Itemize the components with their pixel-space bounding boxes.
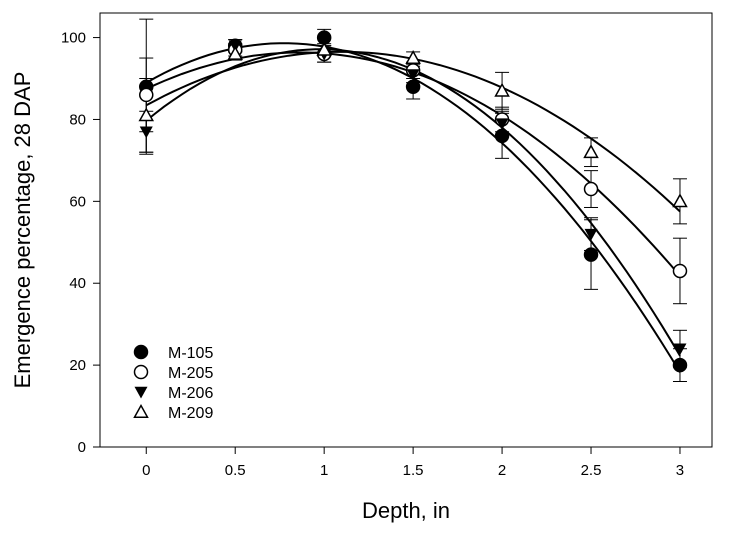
x-tick-label: 2 xyxy=(498,462,506,479)
legend-label: M-105 xyxy=(168,345,213,362)
y-axis-label: Emergence percentage, 28 DAP xyxy=(10,72,35,389)
open-triangle-up-marker xyxy=(583,144,599,159)
open-circle-marker xyxy=(133,364,149,380)
y-tick-label: 60 xyxy=(69,193,86,210)
filled-triangle-down-marker xyxy=(134,386,148,399)
filled-triangle-down-marker xyxy=(406,69,420,81)
open-triangle-up-marker xyxy=(133,403,149,418)
y-tick-label: 80 xyxy=(69,111,86,128)
y-tick-label: 0 xyxy=(78,439,86,456)
filled-circle-marker xyxy=(583,247,599,262)
open-circle-marker xyxy=(583,181,599,197)
open-triangle-up-marker xyxy=(405,49,421,64)
legend-label: M-205 xyxy=(168,365,213,382)
open-circle-marker xyxy=(139,87,154,103)
y-tick-label: 20 xyxy=(69,357,86,374)
x-tick-label: 0.5 xyxy=(225,462,246,479)
filled-circle-marker xyxy=(133,344,149,360)
plot-frame xyxy=(99,12,713,448)
filled-triangle-down-marker xyxy=(139,126,153,139)
filled-triangle-down-marker xyxy=(673,343,687,356)
legend-label: M-206 xyxy=(168,385,213,402)
x-tick-label: 3 xyxy=(676,462,684,479)
filled-circle-marker xyxy=(494,128,510,144)
open-triangle-up-marker xyxy=(316,41,332,56)
open-triangle-up-marker xyxy=(227,45,243,60)
open-triangle-up-marker xyxy=(138,107,155,122)
open-circle-marker xyxy=(672,263,688,279)
filled-circle-marker xyxy=(405,79,421,94)
open-triangle-up-marker xyxy=(494,82,510,97)
x-tick-label: 1 xyxy=(320,462,328,479)
y-tick-label: 100 xyxy=(61,30,86,47)
filled-triangle-down-marker xyxy=(584,228,598,241)
legend: M-105 M-205 M-206 M-209 xyxy=(133,344,213,422)
y-tick-label: 40 xyxy=(69,275,86,292)
x-tick-label: 0 xyxy=(142,462,150,479)
x-tick-label: 1.5 xyxy=(403,462,424,479)
filled-triangle-down-marker xyxy=(495,118,509,131)
filled-circle-marker xyxy=(672,357,688,373)
legend-label: M-209 xyxy=(168,405,213,422)
open-triangle-up-marker xyxy=(672,193,688,208)
x-axis-label: Depth, in xyxy=(362,498,450,523)
x-tick-label: 2.5 xyxy=(581,462,602,479)
